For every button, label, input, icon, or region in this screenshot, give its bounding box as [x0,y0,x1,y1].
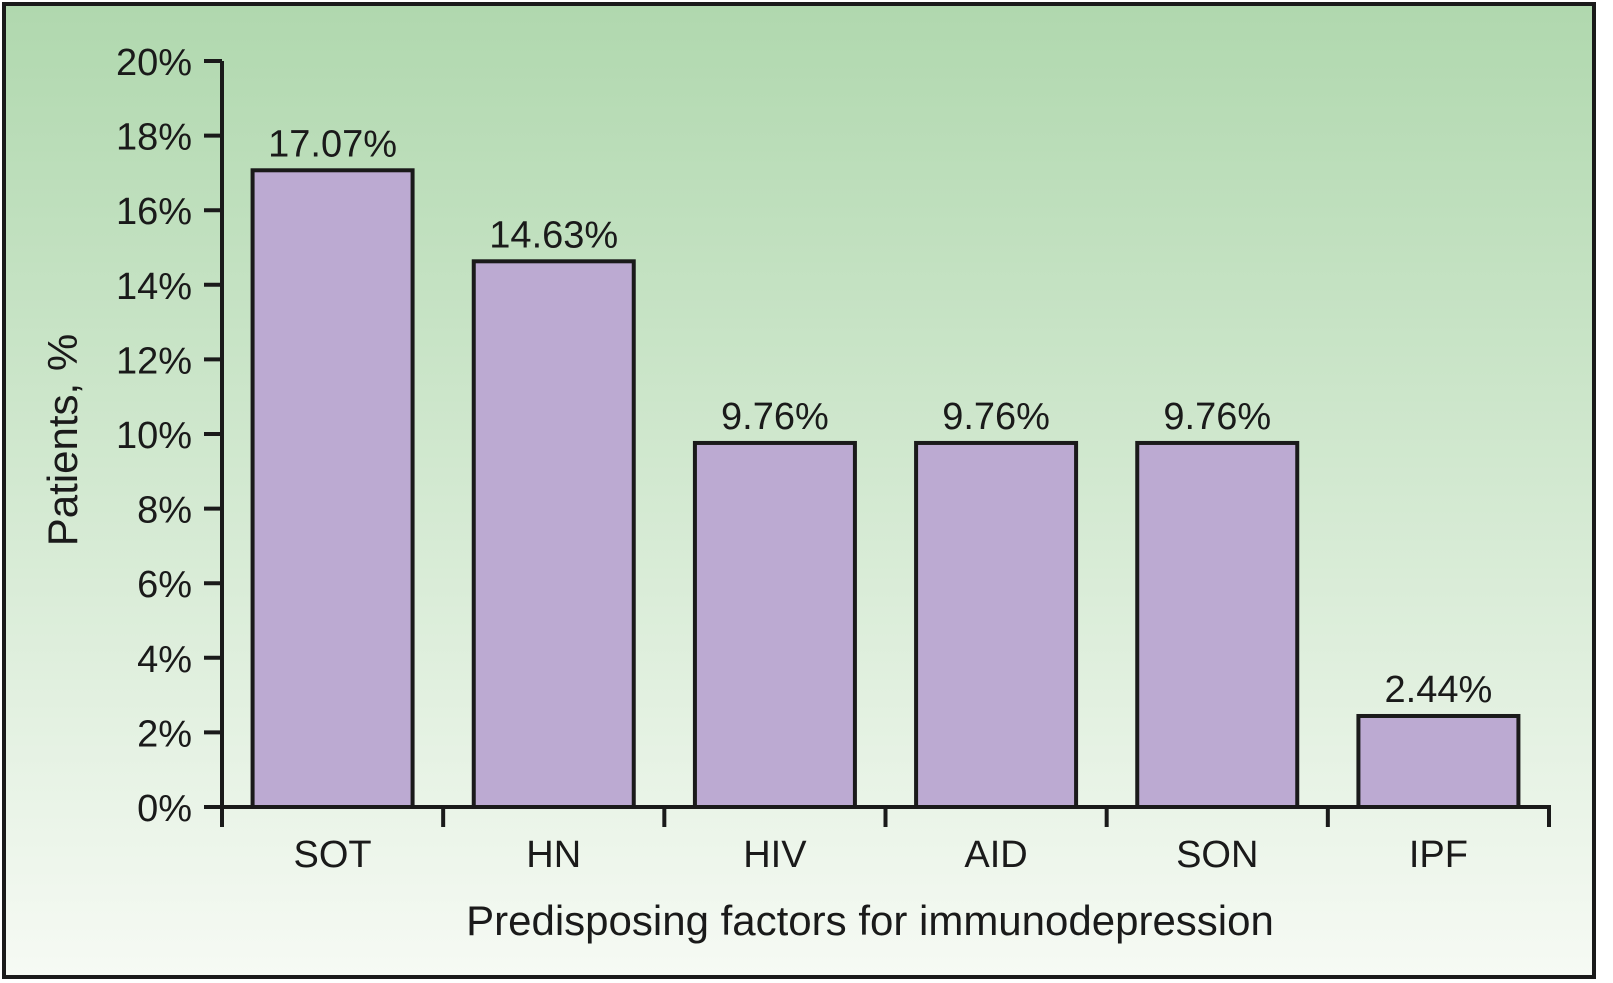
bar-hiv [692,440,857,809]
bar-sot [250,168,415,809]
bar-aid [914,440,1079,809]
data-label: 17.07% [268,123,397,165]
y-tick-label: 0% [137,788,192,830]
y-tick-label: 8% [137,490,192,532]
bar-ipf [1356,713,1521,809]
data-label: 9.76% [942,396,1050,438]
x-tick-label: SOT [294,834,372,876]
bar-son [1135,440,1300,809]
x-tick-label: HIV [743,834,807,876]
y-tick-label: 14% [116,266,192,308]
y-tick-label: 2% [137,713,192,755]
y-tick-label: 12% [116,340,192,382]
y-tick-label: 18% [116,117,192,159]
x-axis-label: Predisposing factors for immunodepressio… [466,897,1274,944]
y-tick-label: 4% [137,639,192,681]
x-tick-label: HN [526,834,581,876]
x-tick-label: SON [1176,834,1258,876]
y-tick-label: 10% [116,415,192,457]
data-label: 2.44% [1385,669,1493,711]
x-tick-label: IPF [1409,834,1468,876]
y-tick-label: 6% [137,564,192,606]
data-label: 14.63% [489,214,618,256]
data-label: 9.76% [1163,396,1271,438]
bar-hn [471,259,636,809]
y-tick-label: 20% [116,42,192,84]
y-tick-label: 16% [116,191,192,233]
data-label: 9.76% [721,396,829,438]
x-tick-label: AID [964,834,1027,876]
y-axis-label: Patients, % [39,334,86,546]
